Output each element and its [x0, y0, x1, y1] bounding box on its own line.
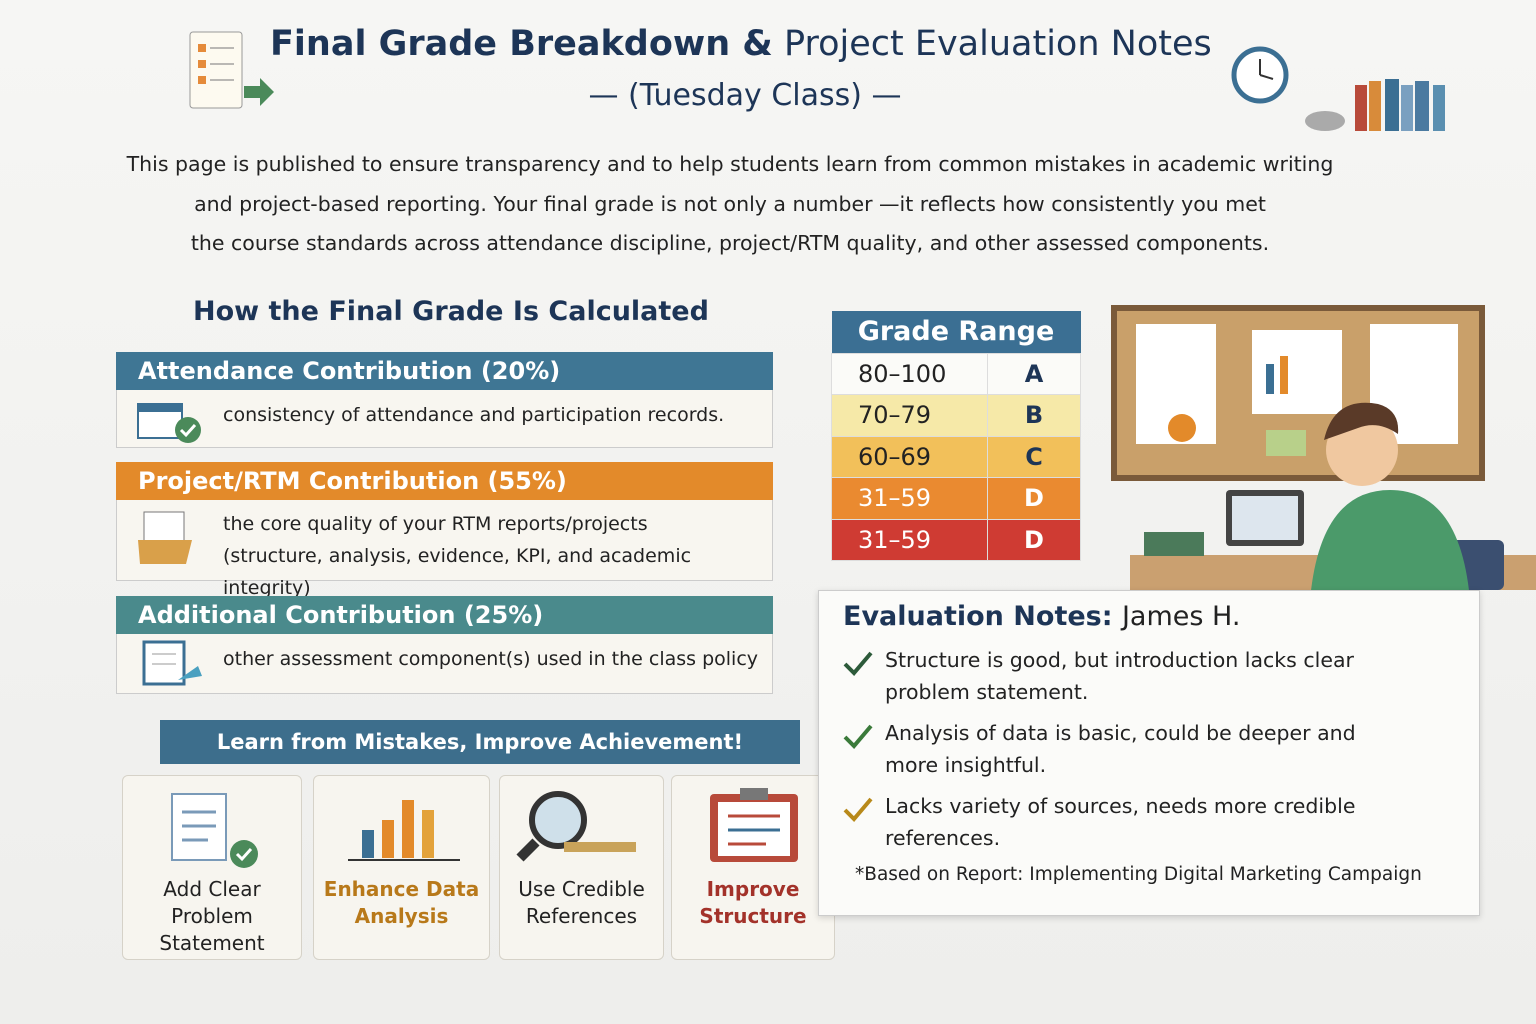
student-name: James H. — [1121, 601, 1241, 632]
tip-label: Use Credible References — [518, 877, 645, 928]
component-title: Additional Contribution (25%) — [116, 596, 773, 634]
grade: B — [987, 394, 1081, 437]
component-body: other assessment component(s) used in th… — [116, 632, 773, 694]
folder-icon — [138, 511, 192, 564]
check-icon — [843, 651, 873, 676]
component-title: Project/RTM Contribution (55%) — [116, 462, 773, 500]
grade: D — [987, 477, 1081, 520]
text: Lacks variety of sources, needs more cre… — [885, 794, 1356, 850]
component-title: Attendance Contribution (20%) — [116, 352, 773, 390]
component-body: consistency of attendance and participat… — [116, 388, 773, 448]
tip-card: Enhance Data Analysis — [313, 775, 490, 960]
tip-card: Add Clear Problem Statement — [122, 775, 302, 960]
title: Final Grade Breakdown & Project Evaluati… — [270, 24, 1212, 64]
grade: D — [987, 518, 1081, 561]
check-icon — [843, 797, 873, 822]
range: 31–59 — [831, 518, 988, 561]
text: Final Grade Breakdown & — [270, 24, 773, 64]
clipboard-icon — [142, 640, 202, 686]
student-illustration — [1111, 305, 1536, 590]
calendar-icon — [137, 403, 201, 443]
description: (structure, analysis, evidence, KPI, and… — [223, 545, 692, 599]
note: Structure is good, but introduction lack… — [843, 644, 1403, 708]
description: the core quality of your RTM reports/pro… — [223, 513, 648, 535]
banner: Learn from Mistakes, Improve Achievement… — [160, 720, 800, 764]
description: consistency of attendance and participat… — [223, 404, 725, 426]
bar-chart-icon — [348, 800, 460, 861]
subtitle: — (Tuesday Class) — — [588, 78, 902, 113]
footnote: *Based on Report: Implementing Digital M… — [855, 864, 1422, 885]
range: 80–100 — [831, 352, 988, 395]
grade-table: Grade Range 80–100 A 70–79 B 60–69 C 31–59 D… — [831, 311, 1081, 561]
magnifier-icon — [516, 791, 636, 862]
text: Structure is good, but introduction lack… — [885, 648, 1354, 704]
intro-line: the course standards across attendance d… — [190, 231, 1270, 255]
evaluation-heading: Evaluation Notes: James H. — [843, 601, 1455, 632]
note: Analysis of data is basic, could be deep… — [843, 717, 1403, 781]
section-heading: How the Final Grade Is Calculated — [193, 296, 709, 327]
check-icon — [843, 724, 873, 749]
grade: A — [987, 352, 1081, 395]
range: 31–59 — [831, 477, 988, 520]
tip-label: Enhance Data Analysis — [323, 877, 480, 928]
note: Lacks variety of sources, needs more cre… — [843, 790, 1403, 854]
tip-label: Add Clear Problem Statement — [159, 877, 265, 955]
range: 70–79 — [831, 394, 988, 437]
description: other assessment component(s) used in th… — [223, 648, 759, 670]
doc-check-icon — [171, 793, 258, 868]
component-body: the core quality of your RTM reports/pro… — [116, 497, 773, 599]
evaluation-panel: Evaluation Notes: James H. Structure is … — [818, 590, 1480, 916]
intro-line: and project-based reporting. Your final … — [194, 192, 1266, 216]
range: 60–69 — [831, 435, 988, 478]
text: Evaluation Notes: — [843, 601, 1113, 632]
intro-line: This page is published to ensure transpa… — [126, 152, 1334, 176]
text: Analysis of data is basic, could be deep… — [885, 721, 1356, 777]
table-header: Grade Range — [831, 311, 1081, 353]
grade: C — [987, 435, 1081, 478]
document-icon — [189, 31, 274, 109]
text: Project Evaluation Notes — [783, 24, 1212, 64]
shelf-illustration — [1231, 46, 1445, 131]
tip-label: Improve Structure — [699, 877, 807, 928]
clipboard-icon — [710, 788, 798, 862]
